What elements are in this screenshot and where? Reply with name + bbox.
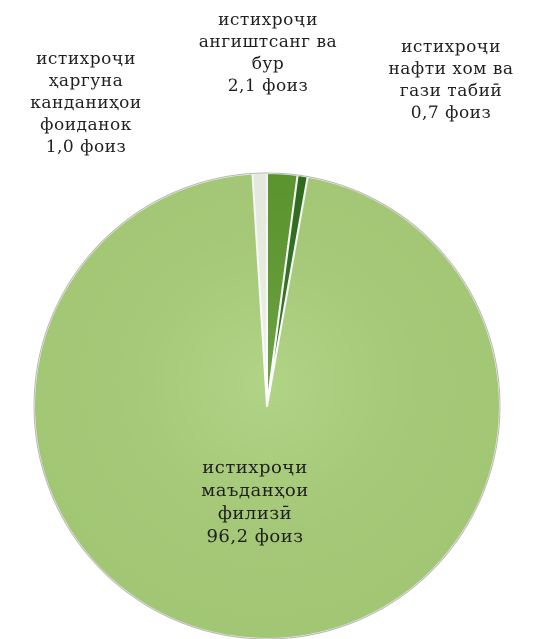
- slice-label-line: истихроҷи: [401, 37, 501, 57]
- slice-label-coal: истихроҷи ангиштсанг ва бур 2,1 фоиз: [188, 9, 348, 97]
- slice-value-label: 2,1 фоиз: [227, 76, 309, 96]
- slice-label-line: истихроҷи: [36, 49, 136, 69]
- slice-value-label: 0,7 фоиз: [410, 103, 492, 123]
- slice-label-line: маъданҳои: [201, 480, 309, 501]
- slice-label-line: ҳаргуна: [48, 71, 124, 91]
- slice-label-line: гази табиӣ: [399, 81, 503, 101]
- slice-value-label: 96,2 фоиз: [206, 526, 304, 547]
- slice-label-metal-ores: истихроҷи маъданҳои филизӣ 96,2 фоиз: [170, 456, 340, 548]
- slice-label-line: фоиданок: [40, 115, 132, 135]
- slice-label-line: нафти хом ва: [388, 59, 514, 79]
- slice-label-line: истихроҷи: [218, 10, 318, 30]
- pie-outline: [33, 172, 501, 639]
- slice-label-line: ангиштсанг ва: [198, 32, 338, 52]
- slice-label-line: истихроҷи: [202, 457, 308, 478]
- slice-label-line: филизӣ: [217, 503, 293, 524]
- slice-value-label: 1,0 фоиз: [45, 137, 127, 157]
- slice-label-oil-gas: истихроҷи нафти хом ва гази табиӣ 0,7 фо…: [370, 36, 532, 124]
- slice-label-mining-other: истихроҷи ҳаргуна канданиҳои фоиданок 1,…: [0, 48, 172, 158]
- slice-label-line: бур: [251, 54, 285, 74]
- slice-label-line: канданиҳои: [30, 93, 142, 113]
